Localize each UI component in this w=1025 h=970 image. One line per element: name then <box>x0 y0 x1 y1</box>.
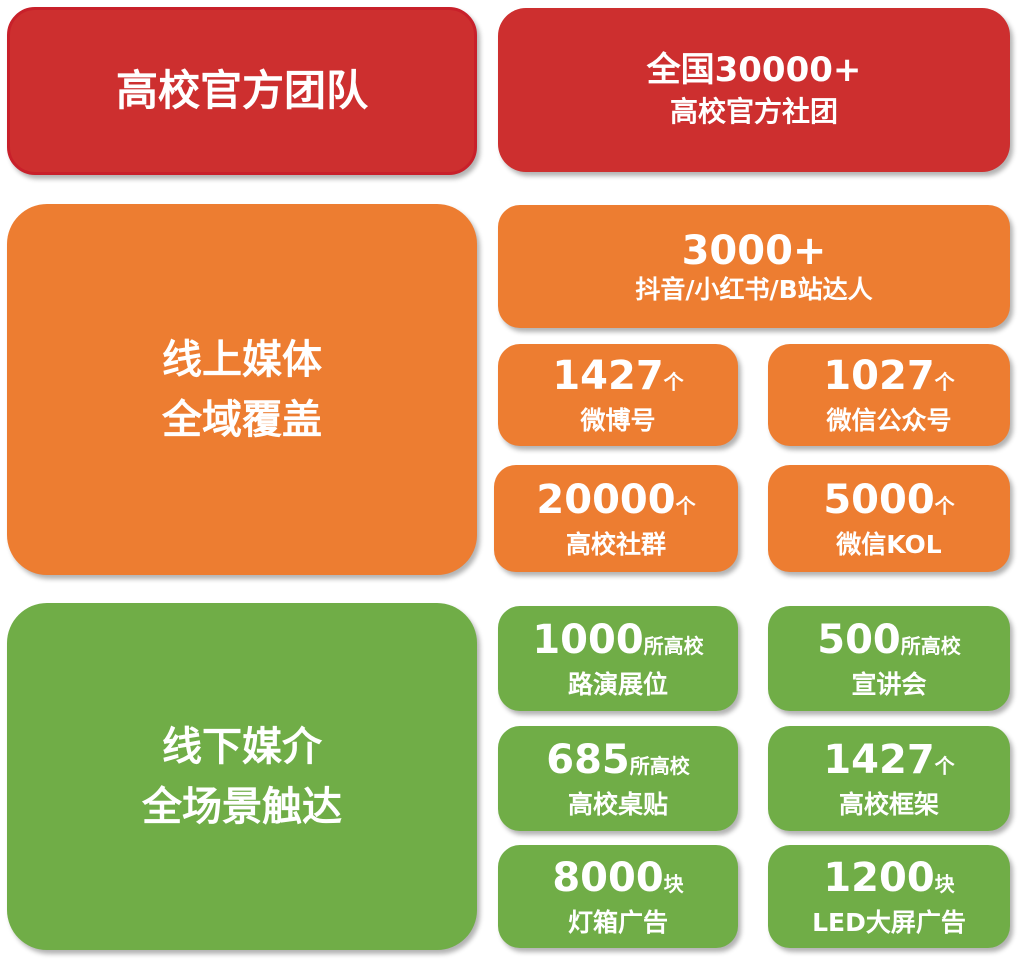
stat-label: 高校框架 <box>838 789 939 819</box>
stat-number: 1427 <box>552 353 664 399</box>
stat-unit: 所高校 <box>643 633 704 658</box>
stat-label: 高校桌贴 <box>567 789 668 819</box>
stat-number: 1200 <box>823 854 935 901</box>
stat-unit: 个 <box>934 370 955 394</box>
stat-unit: 所高校 <box>900 633 961 658</box>
stat-number: 685 <box>546 736 630 783</box>
offline-title-line2: 全场景触达 <box>142 783 342 830</box>
stat-label: 高校社群 <box>565 529 666 559</box>
stat-label: 路演展位 <box>567 669 668 699</box>
offline-title-line1: 线下媒介 <box>162 723 322 770</box>
offline-stat-card: 685所高校 高校桌贴 <box>498 726 738 831</box>
stat-number: 5000 <box>823 476 935 523</box>
stat-unit: 块 <box>663 871 684 896</box>
stat-number: 500 <box>817 616 901 663</box>
team-stat-card: 全国30000+ 高校官方社团 <box>498 8 1010 172</box>
offline-stat-card: 1200块 LED大屏广告 <box>768 845 1010 948</box>
stat-unit: 块 <box>934 871 955 896</box>
team-title-card: 高校官方团队 <box>7 7 477 175</box>
stat-number: 1000 <box>532 616 644 663</box>
online-title-line1: 线上媒体 <box>162 336 322 383</box>
stat-label: 微博号 <box>580 406 656 435</box>
stat-unit: 所高校 <box>629 753 690 778</box>
offline-stat-card: 1000所高校 路演展位 <box>498 606 738 711</box>
offline-stat-card: 8000块 灯箱广告 <box>498 845 738 948</box>
stat-number: 1027 <box>823 353 935 399</box>
online-stat-card: 5000个 微信KOL <box>768 465 1010 572</box>
stat-number: 8000 <box>552 854 664 901</box>
stat-number: 3000+ <box>681 227 827 274</box>
stat-number: 20000 <box>536 476 676 523</box>
online-stat-card: 1427个 微博号 <box>498 344 738 446</box>
stat-number: 1427 <box>823 736 935 783</box>
offline-stat-card: 1427个 高校框架 <box>768 726 1010 831</box>
stat-unit: 个 <box>934 753 955 778</box>
stat-label: 微信公众号 <box>826 406 952 435</box>
stat-label: 宣讲会 <box>851 669 927 699</box>
stat-unit: 个 <box>934 493 955 518</box>
stat-label: 灯箱广告 <box>567 907 668 937</box>
online-stat-card: 20000个 高校社群 <box>494 465 738 572</box>
stat-label: 微信KOL <box>836 529 942 559</box>
team-stat-line2: 高校官方社团 <box>669 95 838 128</box>
online-title-line2: 全域覆盖 <box>162 396 322 443</box>
offline-title-card: 线下媒介 全场景触达 <box>7 603 477 950</box>
online-stat-card: 1027个 微信公众号 <box>768 344 1010 446</box>
team-stat-line1: 全国30000+ <box>646 50 862 90</box>
stat-unit: 个 <box>663 370 684 394</box>
online-title-card: 线上媒体 全域覆盖 <box>7 204 477 575</box>
stat-label: LED大屏广告 <box>812 907 966 937</box>
stat-unit: 个 <box>675 493 696 518</box>
offline-stat-card: 500所高校 宣讲会 <box>768 606 1010 711</box>
stat-label: 抖音/小红书/B站达人 <box>635 274 873 304</box>
online-stat-card: 3000+ 抖音/小红书/B站达人 <box>498 205 1010 328</box>
team-title: 高校官方团队 <box>115 66 368 115</box>
